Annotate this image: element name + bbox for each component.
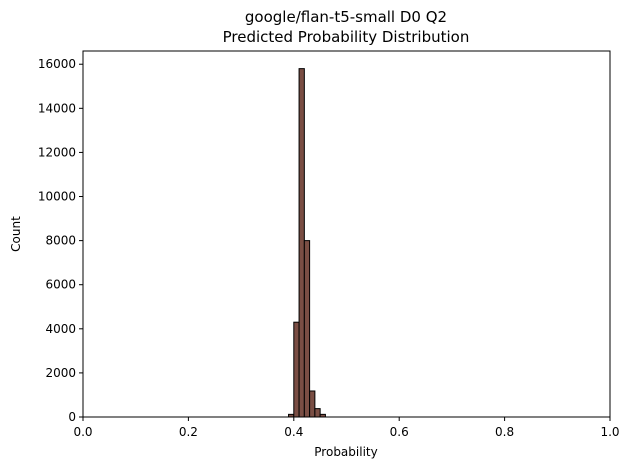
x-tick-label: 0.6 xyxy=(390,425,409,439)
y-tick-label: 2000 xyxy=(45,366,76,380)
histogram-bar xyxy=(303,240,311,418)
x-axis-ticks: 0.0 0.2 0.4 0.6 0.8 1.0 xyxy=(73,417,620,439)
histogram-bar xyxy=(314,408,321,418)
histogram-bar xyxy=(309,390,316,418)
y-tick-label: 8000 xyxy=(45,234,76,248)
plot-frame xyxy=(82,50,611,418)
y-tick-label: 10000 xyxy=(38,190,76,204)
chart-title-line-1: google/flan-t5-small D0 Q2 xyxy=(245,8,447,26)
y-axis-label: Count xyxy=(9,216,23,252)
x-tick-label: 0.2 xyxy=(179,425,198,439)
x-tick-label: 0.8 xyxy=(495,425,514,439)
x-axis-label: Probability xyxy=(314,445,377,459)
x-tick-label: 1.0 xyxy=(600,425,619,439)
histogram-bar xyxy=(298,68,305,418)
y-tick-label: 16000 xyxy=(38,57,76,71)
y-tick-label: 4000 xyxy=(45,322,76,336)
y-axis-ticks: 0 2000 4000 6000 8000 10000 12000 14000 16000 xyxy=(38,57,83,424)
histogram-bar xyxy=(293,321,300,418)
y-tick-label: 14000 xyxy=(38,101,76,115)
chart-title-line-2: Predicted Probability Distribution xyxy=(223,28,470,46)
x-tick-label: 0.0 xyxy=(73,425,92,439)
y-tick-label: 6000 xyxy=(45,278,76,292)
histogram-bars xyxy=(288,68,326,418)
y-tick-label: 12000 xyxy=(38,145,76,159)
x-tick-label: 0.4 xyxy=(284,425,303,439)
y-tick-label: 0 xyxy=(68,410,76,424)
